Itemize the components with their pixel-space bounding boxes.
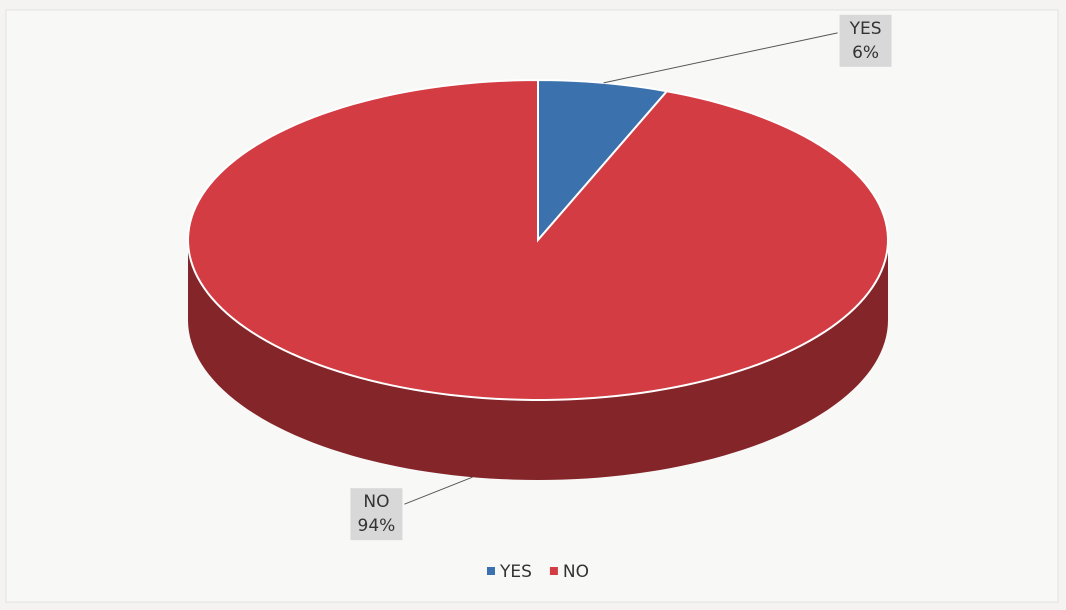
value-label: 6%: [852, 43, 879, 63]
legend-label: NO: [563, 562, 589, 582]
pie-side: [188, 240, 888, 480]
legend-label: YES: [499, 562, 532, 582]
category-label: YES: [849, 19, 882, 39]
label-box: [839, 14, 892, 67]
value-label: 94%: [358, 516, 396, 536]
leader-line: [603, 32, 838, 84]
label-box: [350, 488, 403, 541]
legend: YES NO: [486, 562, 589, 582]
legend-swatch: [486, 567, 495, 575]
pie-slice: [537, 78, 669, 243]
leader-line: [404, 476, 473, 505]
legend-swatch: [549, 567, 558, 575]
pie-slice: [187, 78, 889, 401]
category-label: NO: [363, 492, 389, 512]
